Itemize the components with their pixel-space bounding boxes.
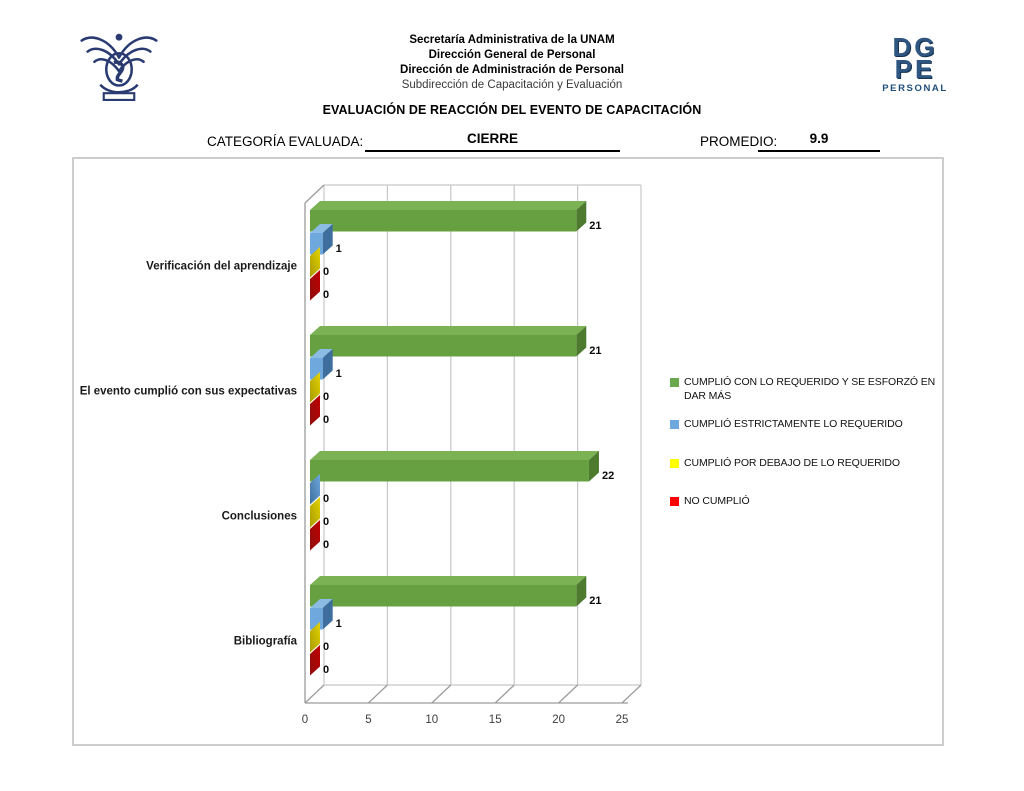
legend-swatch-icon bbox=[670, 459, 679, 468]
promedio-value: 9.9 bbox=[809, 131, 829, 146]
promedio-label: PROMEDIO: bbox=[700, 134, 778, 149]
value-label: 0 bbox=[323, 516, 329, 528]
x-tick-label: 25 bbox=[616, 714, 629, 726]
dgpe-logo-line-1: DG bbox=[892, 32, 938, 62]
value-label: 0 bbox=[323, 664, 329, 676]
category-label: Verificación del aprendizaje bbox=[146, 261, 297, 273]
value-label: 0 bbox=[323, 539, 329, 551]
value-label: 22 bbox=[602, 470, 614, 482]
org-line-3: Dirección de Administración de Personal bbox=[400, 64, 624, 76]
legend-swatch-icon bbox=[670, 497, 679, 506]
org-header: Secretaría Administrativa de la UNAM Dir… bbox=[262, 33, 762, 117]
legend-label: CUMPLIÓ CON LO REQUERIDO Y SE ESFORZÓ EN… bbox=[684, 376, 936, 402]
legend-item: CUMPLIÓ POR DEBAJO DE LO REQUERIDO bbox=[670, 457, 946, 471]
bar-series3-cat4: 0 bbox=[310, 622, 329, 653]
unam-escudo-logo bbox=[80, 33, 158, 101]
category-label: Conclusiones bbox=[222, 511, 297, 523]
bar-series1-cat1: 21 bbox=[310, 201, 602, 232]
value-label: 0 bbox=[323, 641, 329, 653]
legend-swatch-icon bbox=[670, 420, 679, 429]
bar-series1-cat3: 22 bbox=[310, 451, 614, 482]
org-line-2: Dirección General de Personal bbox=[428, 49, 596, 61]
bar-series3-cat3: 0 bbox=[310, 497, 329, 528]
value-label: 1 bbox=[336, 368, 342, 380]
axis-frame bbox=[304, 184, 642, 704]
bar-series4-cat4: 0 bbox=[310, 645, 329, 676]
bar-series1-cat2: 21 bbox=[310, 326, 602, 357]
bar-series2-cat3: 0 bbox=[310, 474, 329, 505]
chart-legend: CUMPLIÓ CON LO REQUERIDO Y SE ESFORZÓ EN… bbox=[670, 159, 946, 744]
promedio-field: 9.9 bbox=[758, 128, 880, 152]
category-evaluated-label: CATEGORÍA EVALUADA: bbox=[207, 134, 364, 149]
value-label: 21 bbox=[589, 595, 601, 607]
dgpe-logo-caption: PERSONAL bbox=[882, 83, 948, 94]
category-evaluated-value: CIERRE bbox=[466, 131, 518, 146]
value-label: 21 bbox=[589, 220, 601, 232]
x-tick-label: 15 bbox=[489, 714, 502, 726]
bar-series3-cat2: 0 bbox=[310, 372, 329, 403]
dgpe-logo-line-2: PE bbox=[894, 54, 936, 84]
value-label: 0 bbox=[323, 391, 329, 403]
bar-series1-cat4: 21 bbox=[310, 576, 602, 607]
value-label: 0 bbox=[323, 266, 329, 278]
dgpe-personal-logo: DG PE PERSONAL bbox=[880, 32, 950, 94]
bar-series4-cat3: 0 bbox=[310, 520, 329, 551]
value-label: 0 bbox=[323, 289, 329, 301]
legend-item: NO CUMPLIÓ bbox=[670, 495, 946, 509]
legend-item: CUMPLIÓ ESTRICTAMENTE LO REQUERIDO bbox=[670, 418, 946, 432]
value-label: 1 bbox=[336, 618, 342, 630]
value-label: 0 bbox=[323, 493, 329, 505]
gridlines bbox=[323, 184, 642, 686]
legend-label: CUMPLIÓ POR DEBAJO DE LO REQUERIDO bbox=[684, 457, 900, 469]
category-label: Bibliografía bbox=[234, 636, 298, 648]
bar-series3-cat1: 0 bbox=[310, 247, 329, 278]
legend-swatch-icon bbox=[670, 378, 679, 387]
value-label: 21 bbox=[589, 345, 601, 357]
value-label: 1 bbox=[336, 243, 342, 255]
org-line-1: Secretaría Administrativa de la UNAM bbox=[409, 34, 615, 46]
bar-series4-cat2: 0 bbox=[310, 395, 329, 426]
category-label: El evento cumplió con sus expectativas bbox=[80, 386, 297, 398]
bar-series4-cat1: 0 bbox=[310, 270, 329, 301]
chart-frame: 21 1 0 0 Verificación del aprendizaje 21 1 0 0 El… bbox=[72, 157, 944, 746]
page-title: EVALUACIÓN DE REACCIÓN DEL EVENTO DE CAP… bbox=[322, 103, 702, 117]
bar-series2-cat1: 1 bbox=[310, 224, 342, 255]
legend-label: NO CUMPLIÓ bbox=[684, 495, 750, 507]
legend-item: CUMPLIÓ CON LO REQUERIDO Y SE ESFORZÓ EN… bbox=[670, 376, 946, 403]
org-line-4: Subdirección de Capacitación y Evaluació… bbox=[401, 79, 623, 91]
category-evaluated-field: CIERRE bbox=[365, 128, 620, 152]
x-tick-label: 0 bbox=[302, 714, 308, 726]
legend-label: CUMPLIÓ ESTRICTAMENTE LO REQUERIDO bbox=[684, 418, 903, 430]
x-tick-label: 5 bbox=[365, 714, 371, 726]
x-tick-label: 10 bbox=[425, 714, 438, 726]
value-label: 0 bbox=[323, 414, 329, 426]
x-tick-label: 20 bbox=[552, 714, 565, 726]
